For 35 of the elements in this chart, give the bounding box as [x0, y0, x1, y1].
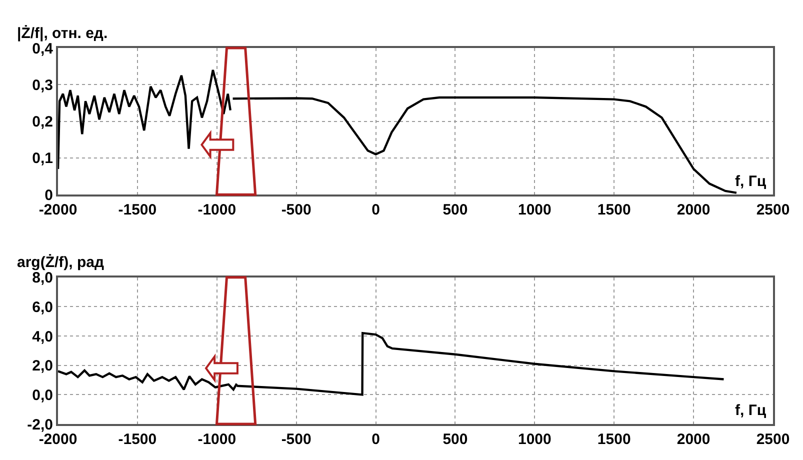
x-tick-label: -1000 [198, 202, 236, 219]
y-tick-label: 0,4 [32, 40, 54, 58]
y-axis-title: arg(Ż/f), рад [17, 254, 104, 271]
x-tick-label: 1500 [597, 431, 631, 448]
x-axis-title: f, Гц [735, 173, 767, 190]
x-tick-label: 500 [442, 202, 468, 219]
x-tick-label: -1500 [118, 431, 157, 448]
x-tick-label: -1000 [198, 431, 236, 448]
x-tick-label: -2000 [38, 202, 78, 219]
y-axis-title: |Ż/f|, отн. ед. [17, 25, 108, 42]
x-tick-label: 1500 [597, 202, 631, 219]
x-tick-label: -500 [281, 431, 312, 448]
y-tick-label: 8,0 [32, 270, 53, 287]
x-tick-label: 2000 [676, 431, 710, 448]
x-tick-label: 2000 [676, 202, 710, 219]
y-tick-label: 0,3 [32, 76, 53, 94]
y-tick-label: 0,2 [32, 114, 53, 131]
x-tick-label: -2000 [38, 431, 78, 448]
x-tick-label: 1000 [518, 431, 552, 448]
x-axis-title: f, Гц [735, 402, 767, 419]
x-tick-label: -500 [281, 202, 312, 219]
y-tick-label: 0 [44, 186, 53, 204]
y-tick-label: -2,0 [27, 416, 53, 434]
y-tick-label: 0,1 [32, 150, 53, 168]
y-tick-label: 6,0 [32, 298, 53, 316]
x-tick-label: -1500 [118, 202, 157, 219]
y-tick-label: 4,0 [32, 328, 53, 346]
x-tick-label: 0 [372, 202, 380, 219]
x-tick-label: 2500 [756, 431, 790, 448]
y-tick-label: 2,0 [32, 358, 53, 375]
y-tick-label: 0,0 [32, 386, 53, 404]
x-tick-label: 2500 [756, 202, 790, 219]
x-tick-label: 0 [372, 431, 380, 448]
x-tick-label: 1000 [518, 202, 552, 219]
x-tick-label: 500 [442, 431, 468, 448]
